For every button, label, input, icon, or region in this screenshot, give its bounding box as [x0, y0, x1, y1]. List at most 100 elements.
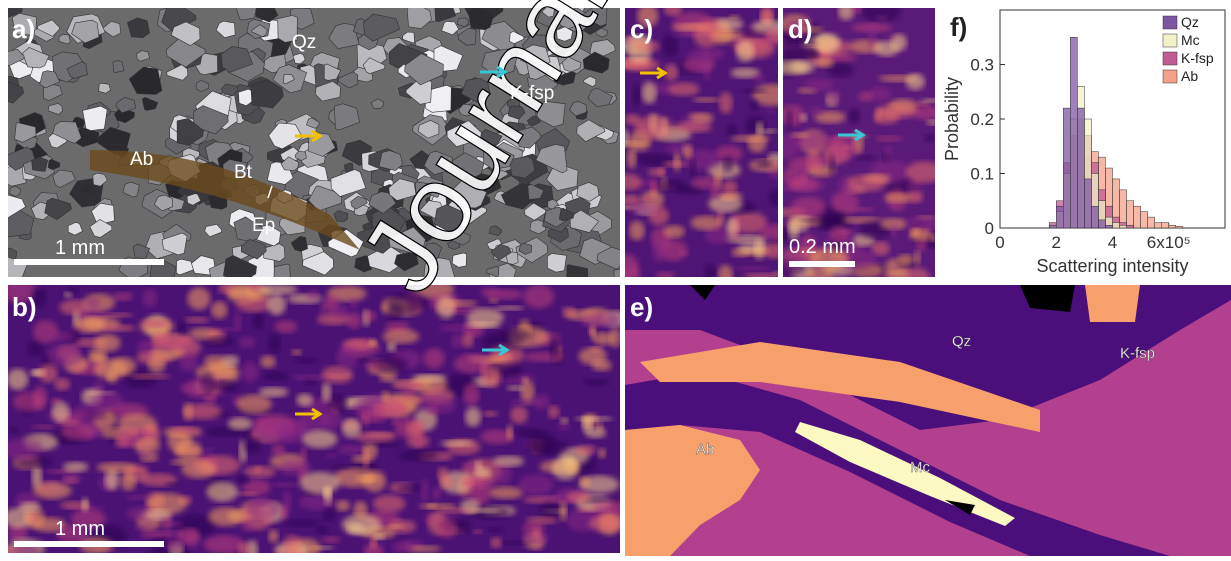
- mineral-label: Bt: [234, 162, 253, 183]
- grain: [127, 18, 149, 38]
- mineral-label: K-fsp: [1120, 345, 1155, 362]
- grain: [113, 61, 124, 73]
- texture: [524, 285, 554, 309]
- texture: [374, 356, 407, 373]
- texture: [745, 116, 766, 134]
- texture: [50, 331, 75, 341]
- texture: [421, 397, 456, 414]
- texture: [263, 371, 289, 380]
- mineral-label: Ep: [252, 215, 275, 236]
- texture: [242, 362, 259, 383]
- texture: [858, 91, 873, 101]
- texture: [342, 419, 361, 439]
- texture: [392, 541, 413, 552]
- texture: [89, 347, 107, 363]
- texture: [204, 336, 235, 347]
- panel-label: c): [630, 14, 653, 44]
- texture: [463, 384, 479, 406]
- texture: [272, 482, 300, 487]
- texture: [27, 341, 44, 356]
- panel-label: d): [788, 14, 813, 44]
- texture: [256, 422, 296, 443]
- texture: [6, 283, 42, 290]
- histogram-bar: [1091, 206, 1098, 228]
- x-axis-label: Scattering intensity: [1036, 256, 1188, 276]
- texture: [462, 477, 496, 489]
- scale-label: 1 mm: [55, 518, 105, 540]
- texture: [33, 482, 72, 499]
- texture: [884, 146, 893, 160]
- texture: [300, 472, 340, 494]
- texture: [566, 491, 591, 503]
- texture: [283, 535, 301, 554]
- texture: [437, 520, 457, 539]
- scale-label: 0.2 mm: [789, 236, 856, 258]
- histogram-f: 00.10.20.30246x10⁵Scattering intensityPr…: [942, 10, 1225, 276]
- texture: [910, 228, 920, 237]
- texture: [875, 136, 902, 142]
- texture: [578, 347, 607, 364]
- texture: [279, 460, 312, 476]
- texture: [413, 374, 447, 382]
- texture: [373, 533, 385, 540]
- texture: [187, 287, 210, 310]
- texture: [212, 380, 238, 392]
- texture: [253, 312, 265, 329]
- histogram-bar: [1049, 225, 1056, 228]
- texture: [208, 507, 243, 526]
- texture: [170, 427, 199, 433]
- texture: [239, 542, 250, 556]
- texture: [705, 264, 717, 281]
- y-axis-label: Probability: [942, 77, 962, 161]
- texture: [177, 528, 200, 544]
- histogram-bar: [1113, 223, 1120, 228]
- texture: [804, 79, 834, 91]
- texture: [827, 89, 840, 104]
- texture: [924, 134, 935, 143]
- texture: [322, 383, 332, 402]
- texture: [632, 83, 641, 107]
- histogram-bar: [1077, 108, 1084, 228]
- texture: [466, 322, 500, 328]
- texture: [484, 289, 524, 299]
- y-tick-label: 0.1: [970, 165, 994, 184]
- texture: [91, 392, 124, 412]
- texture: [331, 464, 353, 469]
- page: {"panels": { "a": {"label": "a)", "annot…: [0, 0, 1231, 556]
- texture: [722, 180, 737, 194]
- texture: [906, 73, 925, 90]
- texture: [575, 445, 596, 456]
- texture: [735, 266, 771, 271]
- texture: [440, 477, 454, 488]
- panel-label: a): [12, 14, 35, 44]
- texture: [838, 2, 854, 20]
- texture: [764, 29, 786, 46]
- texture: [818, 157, 831, 166]
- histogram-bar: [1127, 225, 1134, 228]
- texture: [129, 374, 170, 379]
- texture: [495, 306, 524, 310]
- texture: [503, 329, 532, 343]
- texture: [373, 495, 406, 513]
- texture: [333, 284, 349, 288]
- texture: [913, 106, 941, 120]
- texture: [388, 524, 405, 529]
- texture: [454, 354, 491, 373]
- texture: [914, 251, 921, 266]
- texture: [323, 508, 336, 521]
- texture: [877, 103, 917, 118]
- texture: [123, 468, 145, 472]
- texture: [815, 33, 841, 54]
- texture: [7, 369, 29, 390]
- texture: [487, 527, 504, 532]
- mineral-label: Ab: [130, 149, 153, 170]
- texture: [656, 271, 675, 279]
- texture: [855, 155, 877, 161]
- ab-region: [1085, 285, 1140, 322]
- texture: [283, 491, 292, 515]
- texture: [490, 537, 501, 548]
- texture: [9, 427, 18, 434]
- texture: [907, 191, 924, 202]
- texture: [691, 177, 719, 189]
- texture: [791, 197, 826, 219]
